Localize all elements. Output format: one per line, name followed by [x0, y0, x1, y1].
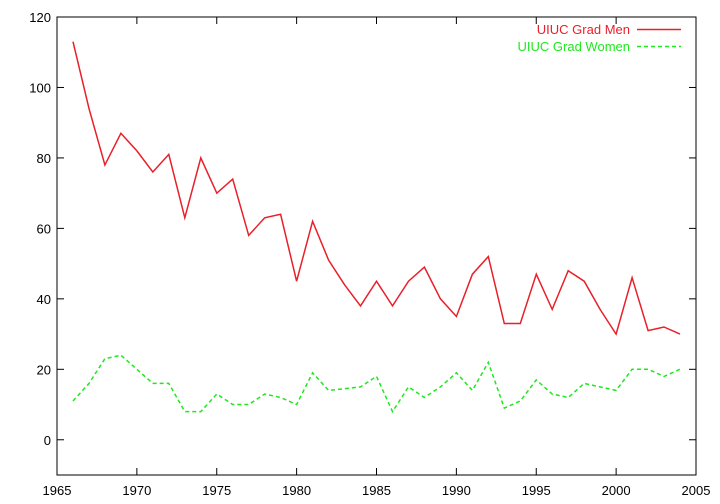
series-lines	[72, 41, 681, 414]
x-tick-label: 1995	[522, 483, 551, 498]
axes: 1965 1970 1975 1980 1985 1990 1995 2000 2005 0 20 4…	[29, 10, 710, 498]
x-tick-label: 1980	[282, 483, 311, 498]
y-tick-label: 80	[37, 151, 51, 166]
x-tick-label: 1965	[43, 483, 72, 498]
x-tick-label: 1975	[202, 483, 231, 498]
plot-frame	[56, 16, 697, 476]
y-tick-label: 100	[29, 80, 51, 95]
legend-label: UIUC Grad Men	[537, 22, 630, 37]
y-tick-label: 40	[37, 292, 51, 307]
y-tick-label: 120	[29, 10, 51, 25]
series-line-men	[72, 41, 681, 336]
series-line-women	[72, 354, 681, 414]
x-tick-label: 1985	[362, 483, 391, 498]
x-tick-label: 1970	[122, 483, 151, 498]
x-tick-label: 1990	[442, 483, 471, 498]
y-tick-label: 0	[44, 433, 51, 448]
legend: UIUC Grad Men UIUC Grad Women	[518, 22, 681, 54]
x-tick-label: 2000	[602, 483, 631, 498]
y-tick-label: 60	[37, 221, 51, 236]
legend-label: UIUC Grad Women	[518, 39, 630, 54]
x-tick-label: 2005	[682, 483, 711, 498]
y-tick-label: 20	[37, 362, 51, 377]
